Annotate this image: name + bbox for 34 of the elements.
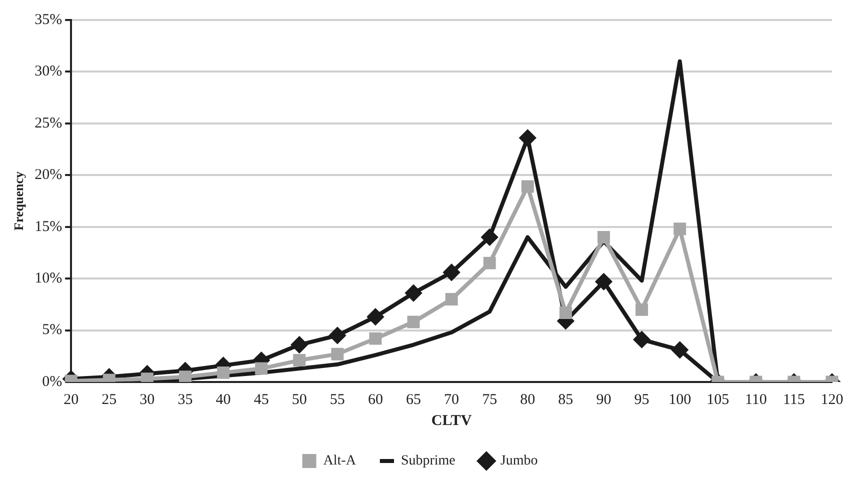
- x-tick-label: 25: [102, 392, 117, 408]
- y-tick-label: 10%: [34, 270, 62, 287]
- x-tick-label: 90: [596, 392, 612, 408]
- x-tick-label: 95: [634, 392, 650, 408]
- y-tick-label: 0%: [42, 374, 62, 390]
- y-tick-label: 35%: [34, 12, 62, 28]
- x-tick-label: 65: [406, 392, 421, 408]
- legend-label: Subprime: [400, 454, 456, 469]
- x-tick-label: 55: [330, 392, 345, 408]
- x-tick-label: 50: [292, 392, 307, 408]
- x-tick-label: 120: [820, 392, 844, 408]
- y-tick-label: 30%: [34, 64, 62, 80]
- x-tick-label: 100: [668, 392, 692, 408]
- y-tick-label: 15%: [34, 218, 62, 235]
- y-tick-label: 25%: [34, 115, 62, 132]
- x-tick-label: 40: [216, 392, 231, 408]
- x-tick-label: 35: [178, 392, 193, 408]
- x-tick-label: 110: [744, 392, 767, 408]
- x-tick-label: 70: [444, 392, 460, 408]
- x-tick-label: 105: [706, 392, 730, 408]
- x-tick-label: 80: [520, 392, 536, 408]
- x-axis-title: CLTV: [431, 412, 472, 429]
- x-tick-label: 115: [782, 392, 805, 408]
- x-tick-label: 85: [558, 392, 574, 408]
- x-tick-label: 60: [368, 392, 383, 408]
- legend-label: Alt-A: [323, 454, 357, 469]
- legend-label: Jumbo: [500, 454, 538, 469]
- x-tick-label: 45: [254, 392, 269, 408]
- y-tick-label: 5%: [42, 322, 62, 338]
- x-tick-label: 20: [64, 392, 79, 408]
- y-axis-title: Frequency: [11, 171, 26, 230]
- x-tick-label: 30: [140, 392, 155, 408]
- y-tick-label: 20%: [34, 167, 62, 184]
- x-tick-label: 75: [482, 392, 498, 408]
